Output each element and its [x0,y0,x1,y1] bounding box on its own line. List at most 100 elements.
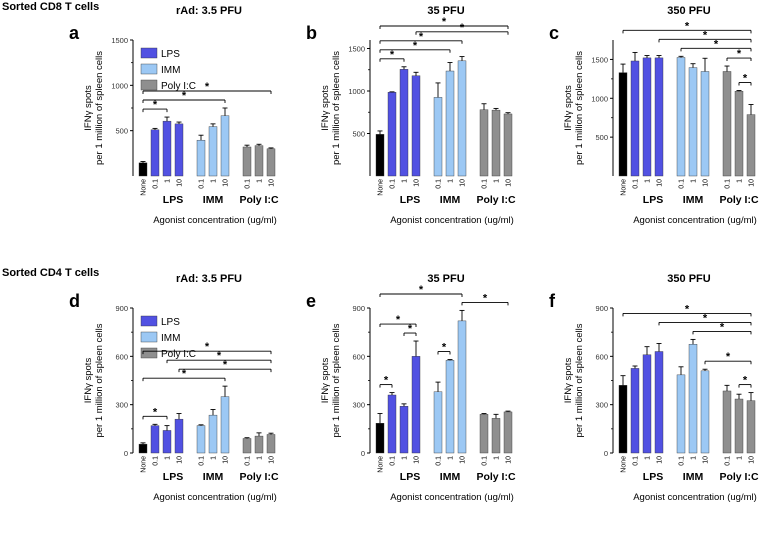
panel-letter: a [69,23,80,43]
bar [479,414,489,454]
y-tick-label: 0 [604,449,608,458]
y-axis-label: IFNγ spotsper 1 million of spleen cells [320,51,342,165]
significance-star: * [737,48,742,60]
bar [746,114,756,177]
panel-letter: e [306,291,316,311]
x-tick-label: 1 [691,179,698,183]
y-axis-label: IFNγ spotsper 1 million of spleen cells [83,51,105,165]
bar [433,97,443,177]
bar [722,71,732,177]
y-tick-label: 0 [361,449,365,458]
bar [254,145,264,177]
y-axis-label: IFNγ spotsper 1 million of spleen cells [563,51,585,165]
x-tick-label: 10 [657,456,664,464]
x-tick-label: 1 [402,456,409,460]
legend-swatch [140,315,158,327]
x-tick-label: 10 [506,179,513,187]
panel-letter: b [306,23,317,43]
legend-label: Poly I:C [161,349,196,360]
y-axis-label-line: per 1 million of spleen cells [331,51,342,165]
x-tick-label: 1 [165,179,172,183]
bar [700,71,710,177]
bar [208,414,218,454]
group-label: LPS [643,194,663,206]
x-tick-label: None [141,179,148,196]
bar [491,418,501,454]
bar [722,390,732,454]
x-tick-label: 10 [749,179,756,187]
chart-panel-f: f 350 PFU IFNγ spotsper 1 million of splee… [549,273,759,503]
group-label: Poly I:C [476,194,516,206]
x-axis-label: Agonist concentration (ug/ml) [633,215,757,226]
x-tick-label: 0.1 [482,456,489,466]
bar [457,60,467,177]
bar [700,370,710,454]
bar [138,162,148,177]
bar [654,57,664,177]
y-tick-label: 0 [124,449,128,458]
significance-star: * [685,303,690,315]
x-tick-label: 1 [645,179,652,183]
panel-letter: c [549,23,559,43]
x-tick-label: 0.1 [679,456,686,466]
legend-label: Poly I:C [161,81,196,92]
x-tick-label: 1 [257,179,264,183]
significance-star: * [384,375,389,387]
significance-star: * [703,312,708,324]
chart-title: 35 PFU [427,5,464,17]
significance-star: * [182,90,187,102]
x-tick-label: 1 [211,456,218,460]
y-tick-label: 1000 [591,94,608,103]
x-tick-label: None [378,456,385,473]
y-tick-label: 1500 [591,55,608,64]
bar [208,126,218,177]
x-tick-label: 0.1 [633,179,640,189]
y-tick-label: 500 [595,133,608,142]
bar [734,91,744,177]
y-tick-label: 1000 [111,81,128,90]
bar [433,391,443,454]
x-tick-label: 0.1 [482,179,489,189]
significance-star: * [442,342,447,354]
bar [618,385,628,454]
bar [174,418,184,454]
bar [138,443,148,454]
group-label: LPS [163,471,183,483]
group-label: IMM [203,194,224,206]
significance-star: * [743,73,748,85]
group-label: LPS [400,194,420,206]
x-tick-label: 10 [703,456,710,464]
group-label: Poly I:C [239,471,279,483]
x-tick-label: 1 [165,456,172,460]
y-axis-label-line: IFNγ spots [83,358,94,404]
group-label: LPS [643,471,663,483]
x-tick-label: 1 [494,456,501,460]
chart-title: 350 PFU [667,273,710,285]
chart-panel-b: b 35 PFU IFNγ spotsper 1 million of spleen… [306,5,516,226]
significance-star: * [413,40,418,52]
y-tick-label: 300 [352,401,365,410]
panel-letter: d [69,291,80,311]
y-axis-label-line: IFNγ spots [563,85,574,131]
significance-star: * [223,359,228,371]
bar [479,109,489,177]
significance-star: * [685,20,690,32]
legend-swatch [140,63,158,75]
x-tick-label: 0.1 [245,456,252,466]
chart-panel-e: e 35 PFU IFNγ spotsper 1 million of spleen… [306,273,516,503]
bar [734,398,744,454]
x-axis-label: Agonist concentration (ug/ml) [390,492,514,503]
bar [399,406,409,454]
bar [150,425,160,454]
significance-star: * [182,368,187,380]
x-tick-label: 10 [657,179,664,187]
bar [503,113,513,177]
x-tick-label: 10 [269,456,276,464]
bar [642,354,652,454]
significance-star: * [703,29,708,41]
bar [387,394,397,454]
x-tick-label: 1 [645,456,652,460]
x-tick-label: 1 [448,456,455,460]
x-tick-label: 1 [691,456,698,460]
